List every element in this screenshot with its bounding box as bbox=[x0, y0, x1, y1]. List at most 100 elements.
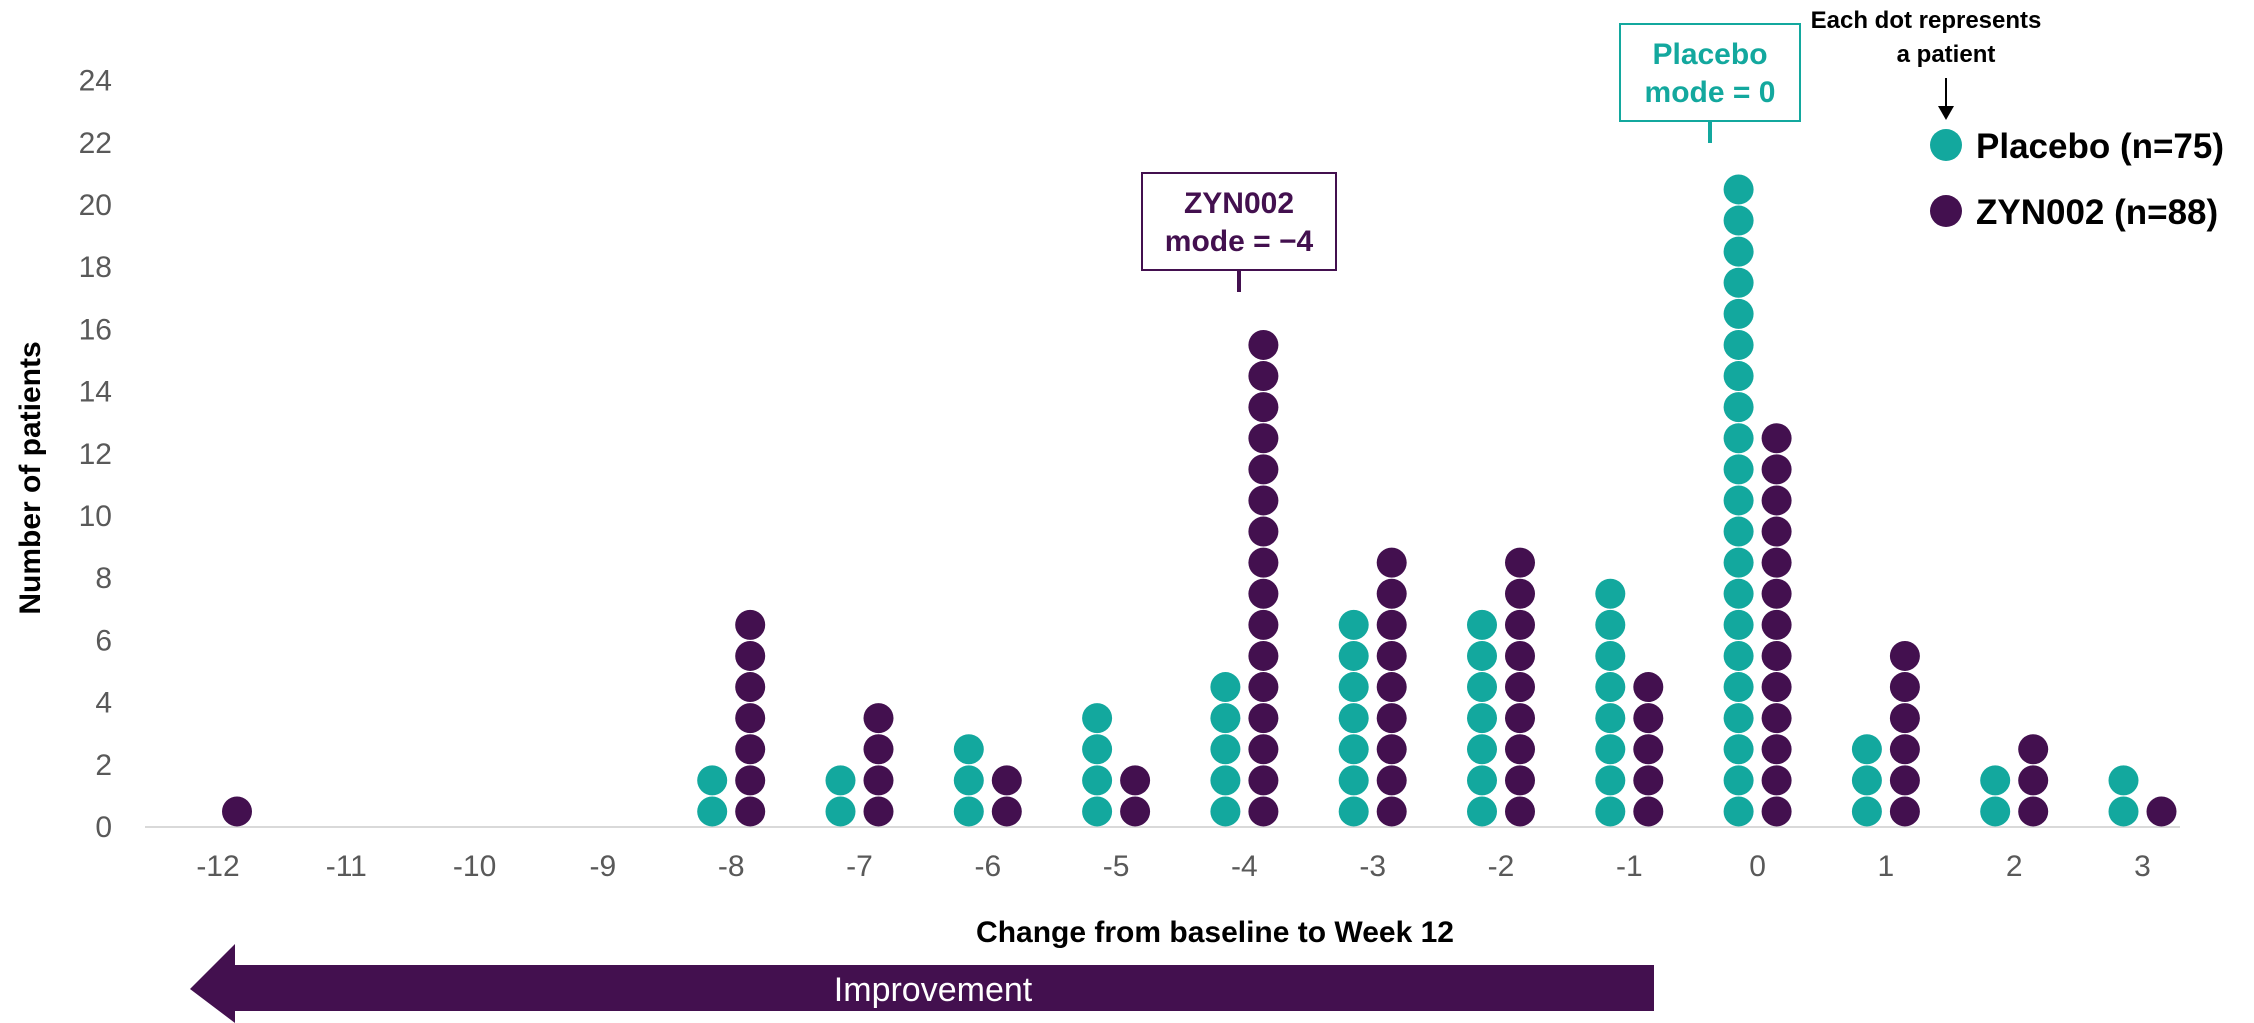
data-dot bbox=[1248, 609, 1279, 640]
data-dot bbox=[1248, 329, 1279, 360]
dot-note-line1: Each dot represents bbox=[1811, 7, 2042, 34]
data-dot bbox=[1505, 609, 1535, 640]
x-tick-label: -8 bbox=[718, 850, 745, 883]
x-tick-label: -1 bbox=[1616, 850, 1643, 883]
data-dot bbox=[1723, 361, 1754, 392]
data-dot bbox=[697, 765, 728, 796]
y-tick-label: 8 bbox=[95, 562, 112, 595]
x-tick-label: -11 bbox=[326, 850, 367, 883]
data-dot bbox=[1210, 734, 1241, 765]
x-tick-label: 3 bbox=[2134, 850, 2151, 883]
data-dot bbox=[1761, 796, 1792, 827]
data-dot bbox=[1505, 547, 1535, 578]
x-tick-label: -9 bbox=[590, 850, 617, 883]
data-dot bbox=[1761, 734, 1792, 765]
y-tick-label: 16 bbox=[79, 313, 112, 346]
zyn-mode-value: mode = −4 bbox=[1165, 225, 1314, 258]
data-dot bbox=[1595, 578, 1626, 609]
data-dot bbox=[1889, 796, 1920, 827]
data-dot bbox=[1210, 796, 1241, 827]
data-dot bbox=[1082, 765, 1113, 796]
data-dot bbox=[1980, 796, 2011, 827]
data-dot bbox=[1248, 361, 1279, 392]
data-dot bbox=[991, 796, 1022, 827]
y-tick-label: 10 bbox=[79, 500, 112, 533]
data-dot bbox=[1376, 640, 1407, 671]
data-dot bbox=[1376, 547, 1407, 578]
data-dot bbox=[1633, 703, 1664, 734]
data-dot bbox=[1723, 640, 1754, 671]
data-dot bbox=[1210, 672, 1241, 703]
data-dot bbox=[1467, 609, 1497, 640]
x-tick-label: -7 bbox=[846, 850, 873, 883]
x-tick-label: 2 bbox=[2006, 850, 2023, 883]
data-dot bbox=[697, 796, 728, 827]
data-dot bbox=[735, 765, 766, 796]
data-dot bbox=[1761, 609, 1792, 640]
data-dot bbox=[1376, 734, 1407, 765]
data-dot bbox=[1248, 796, 1279, 827]
y-tick-label: 6 bbox=[95, 624, 112, 657]
dot-note-line2: a patient bbox=[1897, 41, 1996, 68]
data-dot bbox=[1723, 516, 1754, 547]
y-tick-label: 4 bbox=[95, 687, 112, 720]
data-dot bbox=[1210, 765, 1241, 796]
x-tick-label: -2 bbox=[1488, 850, 1515, 883]
data-dot bbox=[1851, 796, 1882, 827]
data-dot bbox=[1723, 329, 1754, 360]
data-dot bbox=[1595, 640, 1626, 671]
data-dot bbox=[1723, 796, 1754, 827]
data-dot bbox=[1761, 547, 1792, 578]
data-dot bbox=[1248, 578, 1279, 609]
data-dot bbox=[1761, 578, 1792, 609]
data-dot bbox=[825, 765, 856, 796]
data-dot bbox=[1248, 454, 1279, 485]
data-dot bbox=[1505, 765, 1535, 796]
data-dot bbox=[1761, 703, 1792, 734]
data-dot bbox=[1595, 703, 1626, 734]
data-dot bbox=[1633, 734, 1664, 765]
zyn-mode-callout: ZYN002 mode = −4 bbox=[1141, 172, 1337, 292]
data-dot bbox=[1761, 640, 1792, 671]
data-dot bbox=[1376, 765, 1407, 796]
x-tick-label: 0 bbox=[1749, 850, 1766, 883]
data-dot bbox=[825, 796, 856, 827]
data-dot bbox=[1248, 485, 1279, 516]
x-axis-title: Change from baseline to Week 12 bbox=[976, 916, 1454, 949]
data-dot bbox=[1723, 423, 1754, 454]
y-tick-label: 18 bbox=[79, 251, 112, 284]
x-tick-label: -6 bbox=[974, 850, 1001, 883]
data-dot bbox=[1248, 734, 1279, 765]
data-dot bbox=[1338, 796, 1369, 827]
data-dot bbox=[1889, 703, 1920, 734]
data-dot bbox=[1723, 174, 1754, 205]
x-tick-label: -3 bbox=[1359, 850, 1386, 883]
data-dot bbox=[1467, 672, 1497, 703]
data-dot bbox=[1761, 765, 1792, 796]
data-dot bbox=[1980, 765, 2011, 796]
data-dot bbox=[1467, 640, 1497, 671]
data-dot bbox=[1595, 672, 1626, 703]
data-dot bbox=[1376, 703, 1407, 734]
data-dot bbox=[2018, 765, 2049, 796]
data-dot bbox=[2108, 765, 2139, 796]
data-dot bbox=[2146, 796, 2177, 827]
improvement-arrow-icon bbox=[190, 944, 1654, 1023]
x-tick-label: -10 bbox=[453, 850, 496, 883]
data-dot bbox=[1082, 703, 1113, 734]
data-dots bbox=[222, 174, 2177, 827]
data-dot bbox=[1505, 672, 1535, 703]
data-dot bbox=[1376, 609, 1407, 640]
data-dot bbox=[863, 734, 894, 765]
data-dot bbox=[1338, 609, 1369, 640]
data-dot bbox=[735, 703, 766, 734]
data-dot bbox=[1723, 672, 1754, 703]
data-dot bbox=[1338, 765, 1369, 796]
data-dot bbox=[735, 796, 766, 827]
zyn-mode-label: ZYN002 bbox=[1184, 187, 1294, 220]
data-dot bbox=[1723, 236, 1754, 267]
data-dot bbox=[863, 703, 894, 734]
data-dot bbox=[222, 796, 252, 827]
data-dot bbox=[1467, 765, 1497, 796]
